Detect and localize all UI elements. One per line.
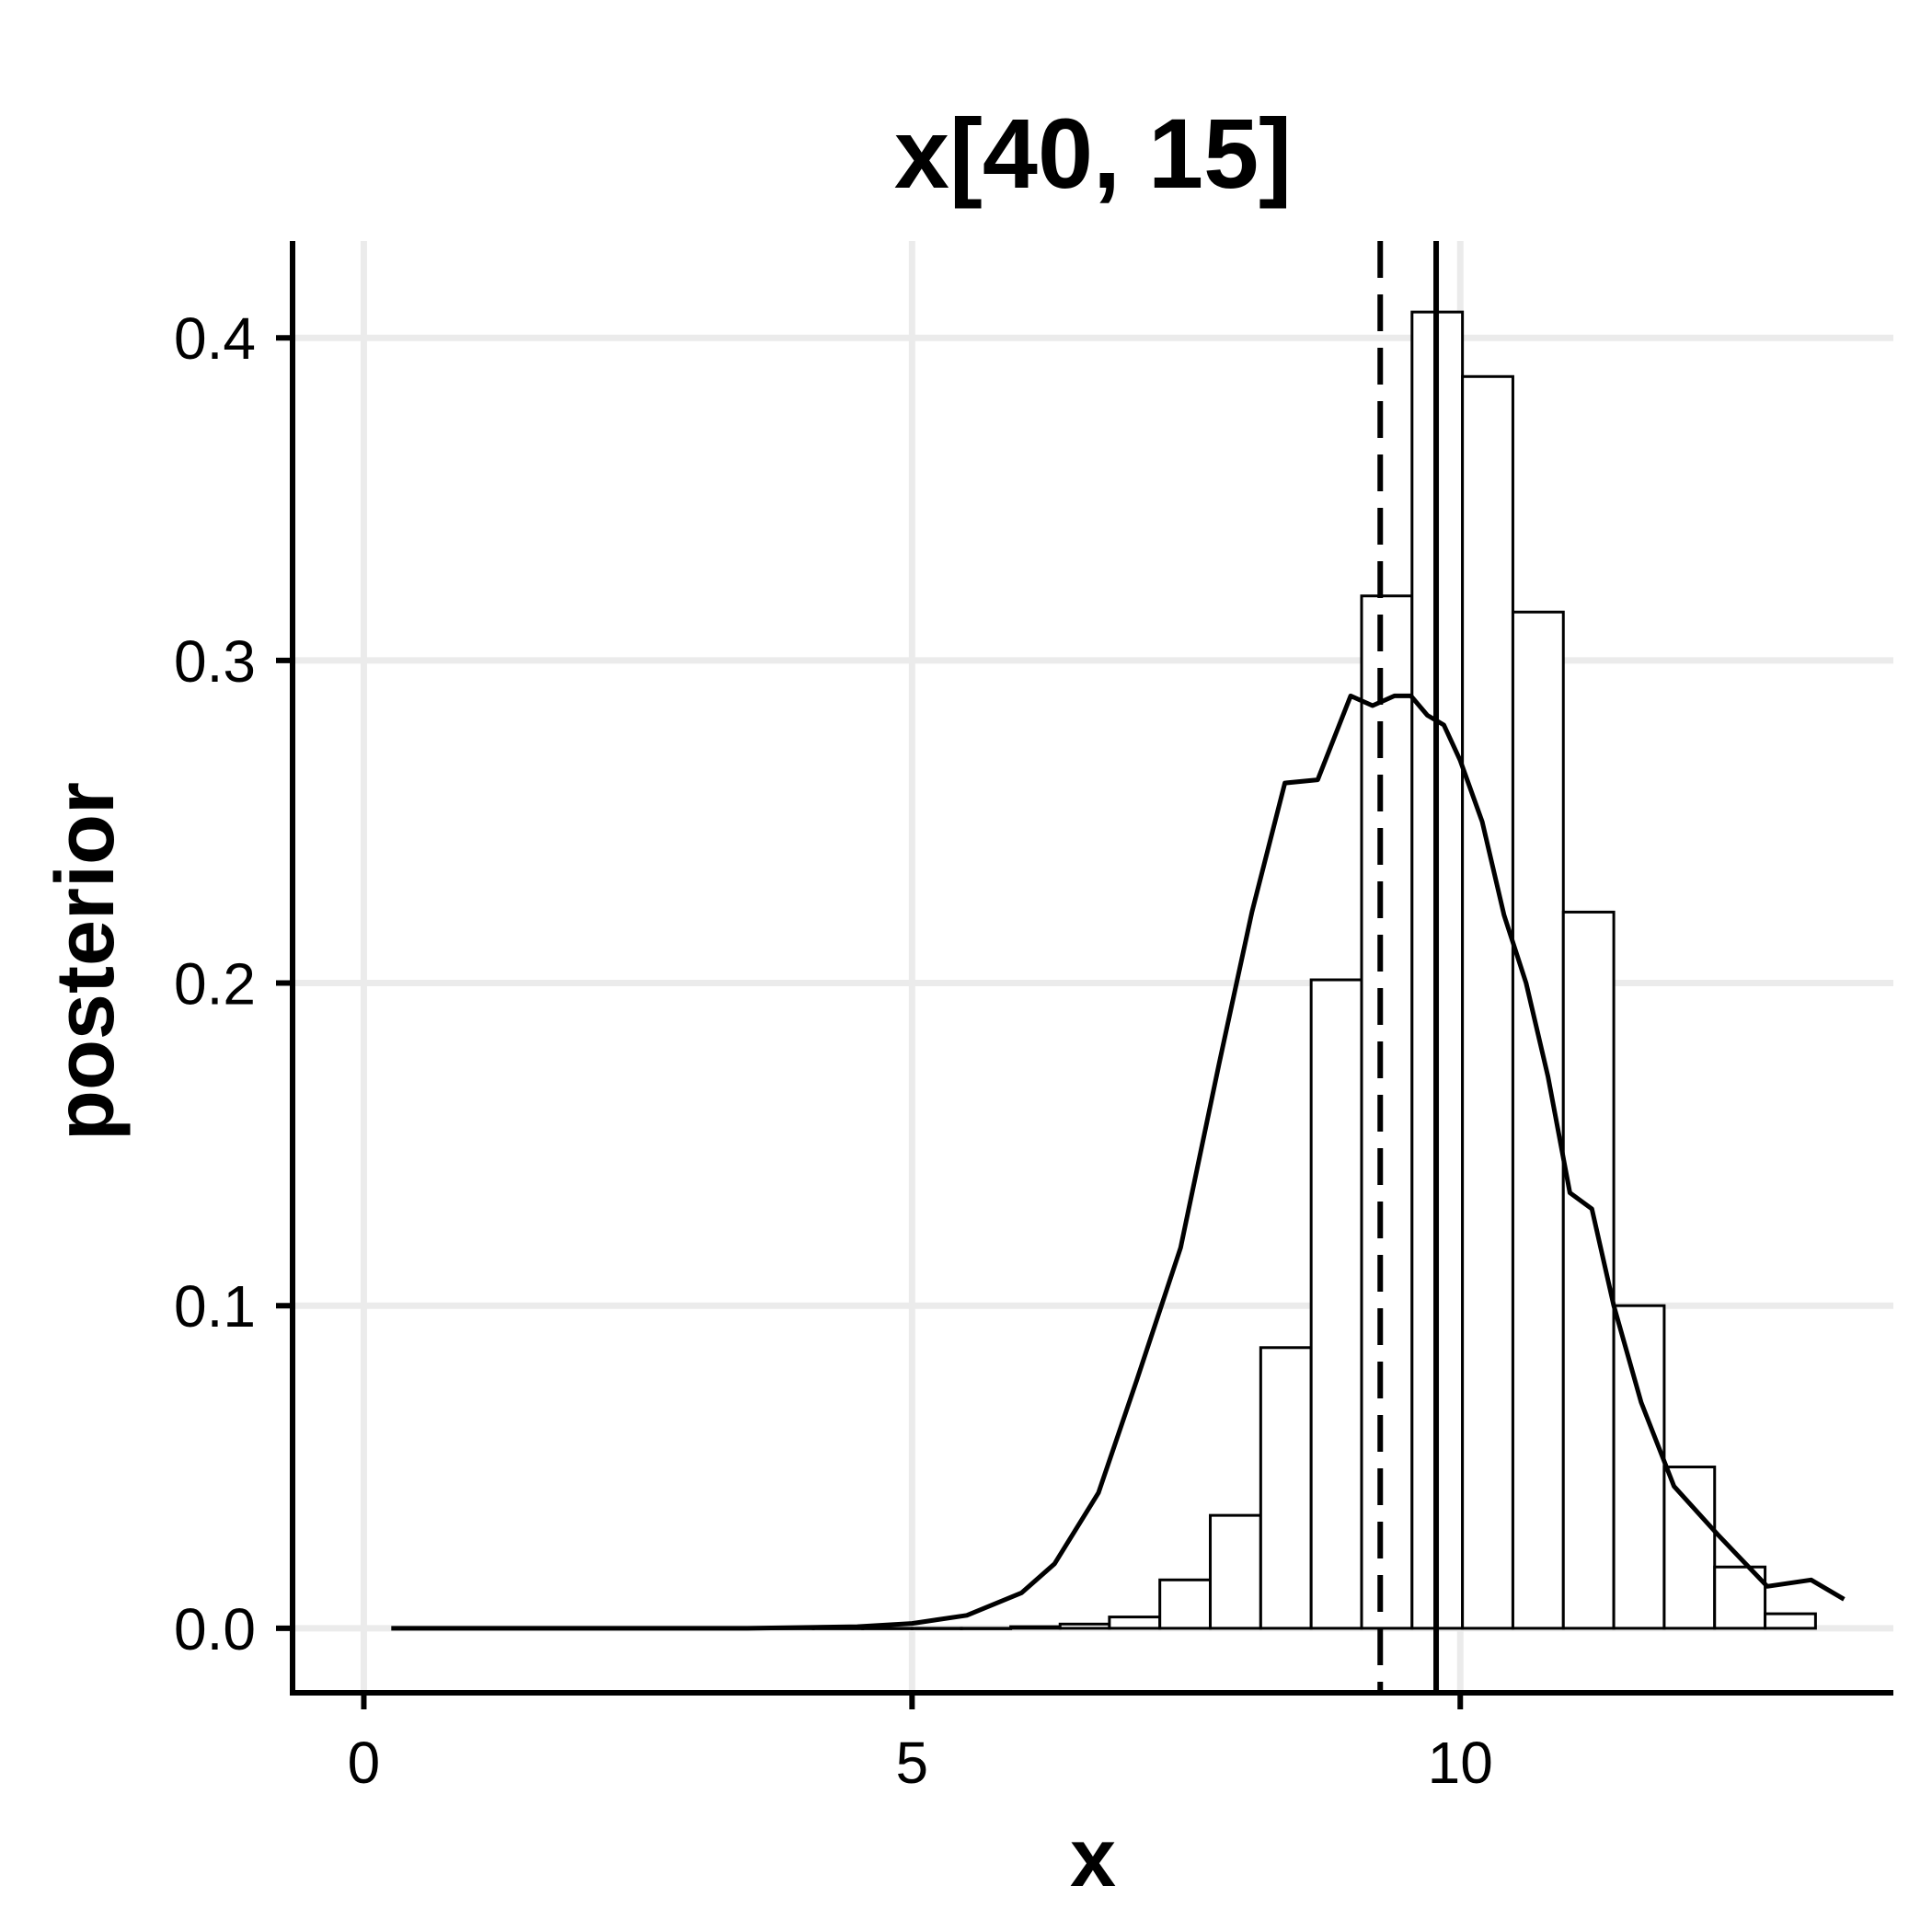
y-tick-label: 0.4 [174,305,256,372]
histogram-bar [1461,374,1514,1630]
x-axis-title: x [1070,1812,1116,1904]
histogram-bars [515,310,1817,1630]
histogram-bar [1209,1513,1262,1630]
x-tick-label: 5 [896,1730,929,1796]
histogram-bar [1764,1612,1817,1630]
y-tick-label: 0.0 [174,1596,256,1662]
grid-lines [293,241,1893,1693]
histogram-bar [1360,594,1414,1630]
histogram-bar [1259,1346,1313,1630]
histogram-bar [1108,1616,1162,1630]
histogram-bar [1058,1622,1111,1630]
histogram-bar [960,1627,1013,1630]
axes [290,241,1893,1696]
reference-lines [1377,241,1440,1693]
y-tick-label: 0.3 [174,628,256,695]
x-tick-label: 10 [1428,1730,1493,1796]
histogram-bar [1662,1466,1717,1630]
x-tick-label: 0 [348,1730,381,1796]
histogram-bar [1309,978,1363,1630]
chart-title: x[40, 15] [894,98,1292,209]
histogram-bar [861,1627,914,1630]
histogram-bar [910,1627,963,1630]
tick-marks: 0.0 0.1 0.2 0.3 0.4 0 5 10 [174,305,1493,1796]
density-curve [391,693,1846,1631]
y-tick-label: 0.2 [174,951,256,1018]
histogram-bar [1158,1578,1213,1630]
histogram-bar [1009,1625,1062,1630]
histogram-bar [1612,1304,1666,1630]
y-axis-title: posterior [40,782,132,1141]
y-tick-label: 0.1 [174,1273,256,1340]
density-curve-layer [391,693,1846,1631]
